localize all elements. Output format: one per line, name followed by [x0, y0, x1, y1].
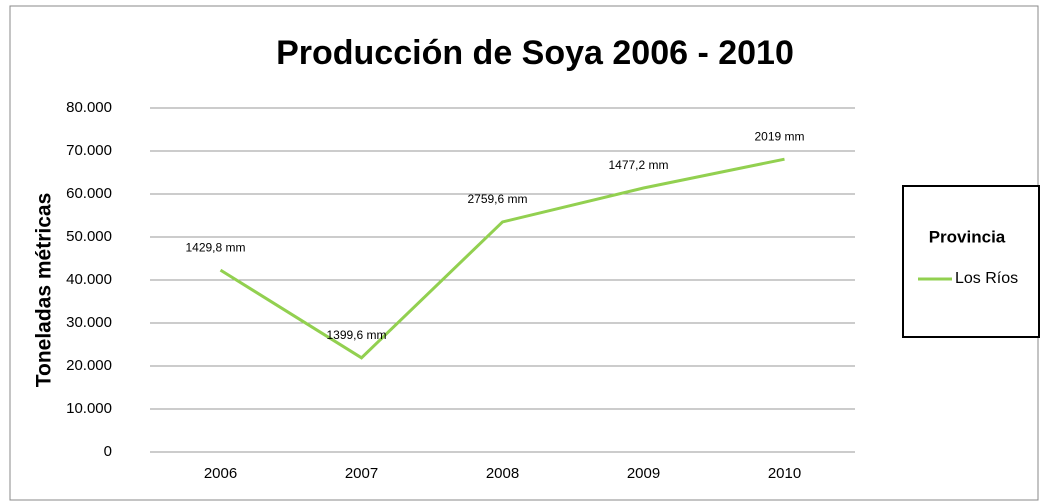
- y-tick-label: 70.000: [66, 142, 112, 159]
- legend-box: [902, 185, 1040, 338]
- legend-label: Los Ríos: [955, 270, 1018, 287]
- y-tick-label: 30.000: [66, 314, 112, 331]
- x-tick-label: 2007: [345, 465, 378, 482]
- chart-frame: [9, 5, 1039, 501]
- point-annotation: 1399,6 mm: [326, 328, 386, 342]
- point-annotation: 2759,6 mm: [467, 192, 527, 206]
- x-tick-label: 2010: [768, 465, 801, 482]
- x-tick-label: 2008: [486, 465, 519, 482]
- y-tick-label: 40.000: [66, 271, 112, 288]
- x-tick-label: 2009: [627, 465, 660, 482]
- x-tick-label: 2006: [204, 465, 237, 482]
- y-tick-label: 80.000: [66, 99, 112, 116]
- y-axis-title: Toneladas métricas: [33, 193, 56, 388]
- y-tick-label: 20.000: [66, 357, 112, 374]
- point-annotation: 1477,2 mm: [608, 158, 668, 172]
- point-annotation: 2019 mm: [754, 129, 804, 143]
- series-line: [219, 157, 785, 360]
- y-tick-label: 10.000: [66, 400, 112, 417]
- y-tick-label: 50.000: [66, 228, 112, 245]
- y-tick-label: 0: [104, 443, 112, 460]
- chart-title: Producción de Soya 2006 - 2010: [276, 34, 794, 72]
- legend-title: Provincia: [929, 227, 1006, 246]
- point-annotation: 1429,8 mm: [185, 240, 245, 254]
- y-tick-label: 60.000: [66, 185, 112, 202]
